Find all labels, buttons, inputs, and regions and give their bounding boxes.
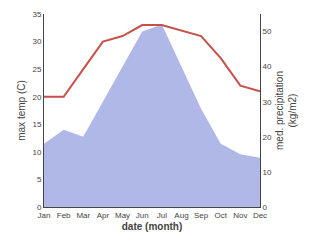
svg-text:30: 30 bbox=[32, 37, 41, 46]
svg-text:Dec: Dec bbox=[253, 211, 267, 220]
svg-text:10: 10 bbox=[263, 168, 272, 177]
svg-text:50: 50 bbox=[263, 27, 272, 36]
svg-text:10: 10 bbox=[32, 148, 41, 157]
svg-text:date (month): date (month) bbox=[122, 221, 183, 232]
svg-text:0: 0 bbox=[263, 203, 268, 212]
svg-text:Nov: Nov bbox=[233, 211, 247, 220]
svg-text:med. precipitation(kg/m2): med. precipitation(kg/m2) bbox=[274, 71, 298, 150]
svg-text:20: 20 bbox=[263, 133, 272, 142]
svg-text:Apr: Apr bbox=[97, 211, 110, 220]
svg-text:30: 30 bbox=[263, 98, 272, 107]
svg-text:Oct: Oct bbox=[215, 211, 228, 220]
svg-text:Mar: Mar bbox=[76, 211, 90, 220]
svg-text:15: 15 bbox=[32, 120, 41, 129]
svg-text:May: May bbox=[115, 211, 130, 220]
svg-text:max temp (C): max temp (C) bbox=[16, 80, 27, 141]
svg-text:Jan: Jan bbox=[38, 211, 51, 220]
svg-text:Sep: Sep bbox=[194, 211, 209, 220]
svg-text:0: 0 bbox=[37, 203, 42, 212]
svg-text:40: 40 bbox=[263, 62, 272, 71]
svg-text:25: 25 bbox=[32, 65, 41, 74]
svg-text:Aug: Aug bbox=[174, 211, 188, 220]
svg-text:5: 5 bbox=[37, 175, 42, 184]
svg-text:35: 35 bbox=[32, 10, 41, 19]
svg-text:Jun: Jun bbox=[136, 211, 149, 220]
svg-text:Feb: Feb bbox=[57, 211, 71, 220]
svg-text:Jul: Jul bbox=[157, 211, 167, 220]
svg-text:20: 20 bbox=[32, 93, 41, 102]
